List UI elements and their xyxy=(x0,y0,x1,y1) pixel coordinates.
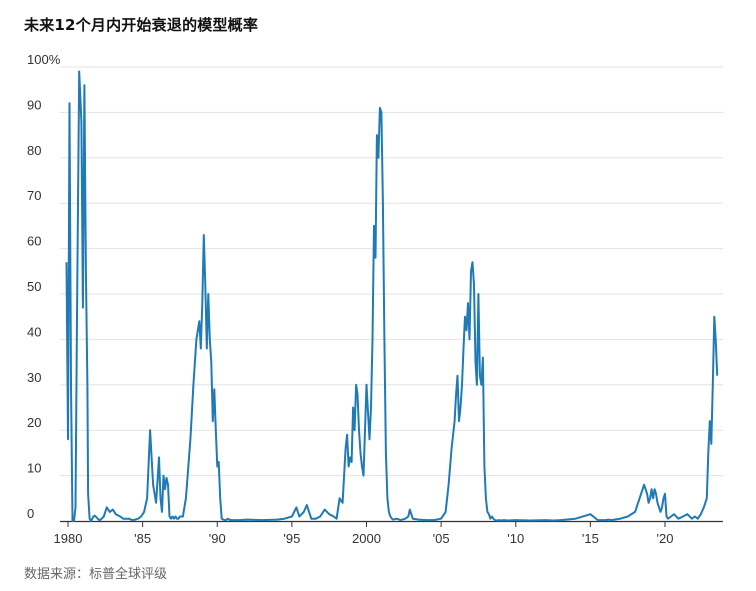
x-tick-label: '95 xyxy=(283,531,300,546)
x-tick-label: 1980 xyxy=(54,531,83,546)
y-tick-label: 60 xyxy=(27,234,41,249)
y-tick-label: 30 xyxy=(27,370,41,385)
source-note: 数据来源：标普全球评级 xyxy=(24,567,168,582)
x-tick-label: '10 xyxy=(507,531,524,546)
chart-title: 未来12个月内开始衰退的模型概率 xyxy=(24,16,259,34)
y-tick-label: 50 xyxy=(27,279,41,294)
x-tick-label: '15 xyxy=(582,531,599,546)
y-tick-label: 40 xyxy=(27,324,41,339)
y-tick-label: 10 xyxy=(27,461,41,476)
x-tick-label: '20 xyxy=(657,531,674,546)
y-tick-label: 80 xyxy=(27,143,41,158)
x-tick-label: '85 xyxy=(134,531,151,546)
series-line-recession-probability xyxy=(65,70,719,522)
y-tick-label: 100% xyxy=(27,52,61,67)
gridlines xyxy=(60,66,723,477)
y-tick-label: 20 xyxy=(27,415,41,430)
x-tick-label: '90 xyxy=(209,531,226,546)
y-tick-label: 70 xyxy=(27,188,41,203)
y-tick-label: 0 xyxy=(27,506,34,521)
x-tick-label: '05 xyxy=(433,531,450,546)
x-tick-label: 2000 xyxy=(352,531,381,546)
y-tick-label: 90 xyxy=(27,97,41,112)
x-axis-tick-labels: 1980 '85 '90 '95 2000 '05 '10 '15 '20 xyxy=(54,521,674,546)
y-axis-tick-labels: 100% 90 80 70 60 50 40 30 20 10 0 xyxy=(27,52,61,521)
